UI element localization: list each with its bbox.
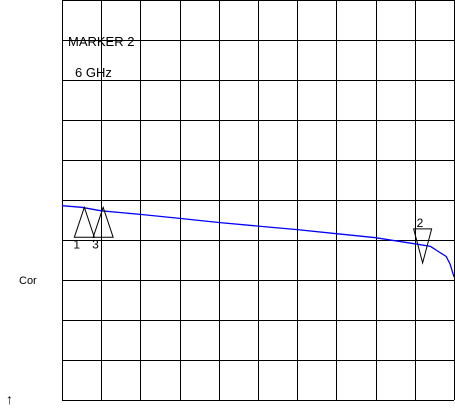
trace-layer [61,205,455,278]
side-label: Cor [19,275,37,287]
marker-up-triangle-icon [73,205,96,238]
marker-label: 3 [92,237,99,251]
trace-line [61,205,455,278]
marker-down-triangle-icon [412,228,433,265]
marker-readout-title: MARKER 2 [68,34,134,49]
marker-layer: 1 3 2 [73,205,433,265]
marker-1[interactable]: 1 [73,205,96,251]
marker-2[interactable]: 2 [412,216,433,265]
marker-up-triangle-icon [92,205,114,238]
marker-label: 2 [417,216,424,230]
marker-3[interactable]: 3 [92,205,114,251]
marker-label: 1 [73,237,80,251]
up-arrow-icon: ↑ [6,391,13,407]
annotation-layer: MARKER 2 6 GHz Cor ↑ [6,34,134,407]
marker-readout-frequency: 6 GHz [75,65,112,80]
